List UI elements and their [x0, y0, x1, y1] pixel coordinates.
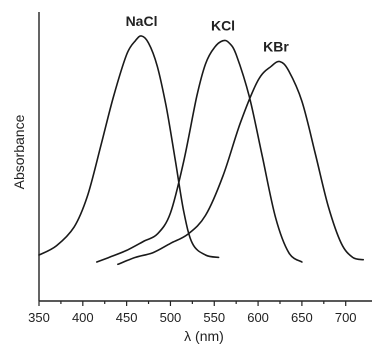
x-tick-label: 500	[160, 310, 182, 325]
x-tick-label: 600	[247, 310, 269, 325]
series-curves	[38, 35, 364, 266]
series-line-kbr	[117, 60, 364, 266]
x-tick-label: 650	[291, 310, 313, 325]
series-line-kcl	[96, 39, 303, 263]
x-tick-label: 550	[203, 310, 225, 325]
series-line-nacl	[38, 35, 220, 259]
x-tick-label: 450	[116, 310, 138, 325]
x-tick-label: 400	[72, 310, 94, 325]
series-labels: NaCl KCl KBr	[126, 13, 290, 55]
series-label-kbr: KBr	[263, 39, 289, 55]
y-axis-label: Absorbance	[11, 114, 27, 189]
x-axis-label: λ (nm)	[184, 328, 224, 344]
series-label-kcl: KCl	[211, 18, 235, 34]
x-tick-label: 350	[28, 310, 50, 325]
x-axis-ticks: 350 400 450 500 550 600 650 700	[28, 301, 357, 325]
series-label-nacl: NaCl	[126, 13, 158, 29]
x-tick-label: 700	[335, 310, 357, 325]
